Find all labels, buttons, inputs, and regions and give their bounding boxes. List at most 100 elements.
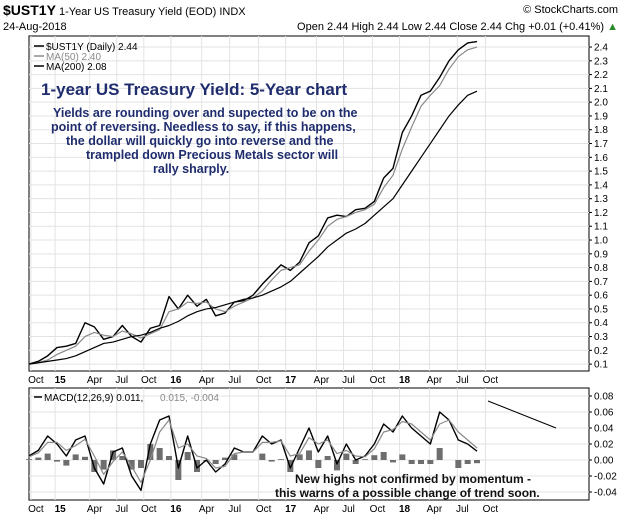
price-y-axis: 0.1 0.2 0.3 0.4 0.5 0.6 0.7 0.8 0.9 1.0 1.1 1.2 1.3 1…	[589, 43, 608, 371]
price-x-axis: Oct 15 Apr Jul Oct 16 Apr Jul Oct 17 Apr Jul Oct 18 Ap…	[28, 375, 498, 386]
histogram-bar	[44, 453, 51, 460]
histogram-bar	[268, 460, 275, 462]
price-ytick-label: 1.9	[594, 111, 608, 122]
price-xtick-label: Oct	[256, 375, 272, 386]
price-xtick-label: Jul	[115, 375, 128, 386]
price-ytick-label: 2.0	[594, 98, 608, 109]
macd-xtick-label: Oct	[256, 504, 272, 515]
price-ytick-label: 0.9	[594, 249, 608, 260]
histogram-bar	[380, 452, 387, 460]
histogram-bar	[72, 454, 79, 460]
histogram-bar	[82, 456, 88, 460]
price-ytick-label: 1.4	[594, 180, 608, 191]
macd-xtick-label: Oct	[141, 504, 157, 515]
histogram-bar	[63, 460, 70, 466]
histogram-bar	[138, 460, 144, 468]
histogram-bar	[306, 450, 312, 460]
price-ytick-label: 2.4	[594, 43, 608, 54]
histogram-bar	[371, 455, 378, 460]
price-ytick-label: 1.7	[594, 139, 608, 150]
price-ytick-label: 0.7	[594, 277, 608, 288]
macd-y-axis: -0.04 -0.02 0.00 0.02 0.04 0.06 0.08	[589, 392, 617, 499]
histogram-bar	[455, 460, 462, 468]
price-xtick-label: Jul	[228, 375, 241, 386]
macd-xtick-label: Jul	[228, 504, 241, 515]
macd-ytick-label: 0.00	[594, 456, 614, 467]
price-xtick-label: Apr	[87, 375, 103, 386]
macd-annotation-line-2: this warns of a possible change of trend…	[275, 486, 540, 500]
macd-xtick-label: 16	[170, 504, 182, 515]
macd-xtick-label: 17	[285, 504, 297, 515]
price-xtick-label: 17	[285, 375, 297, 386]
date-label: 24-Aug-2018	[3, 21, 67, 33]
macd-ytick-label: 0.08	[594, 392, 614, 403]
histogram-bar	[259, 453, 266, 460]
histogram-bar	[334, 460, 340, 471]
legend-macd-signal: 0.015, -0.004	[160, 393, 219, 404]
histogram-bar	[399, 454, 406, 460]
histogram-bar	[343, 453, 350, 460]
price-xtick-label: Oct	[28, 375, 44, 386]
annotation-line-4: trampled down Precious Metals sector wil…	[86, 148, 338, 162]
price-ytick-label: 1.2	[594, 208, 608, 219]
histogram-bar	[119, 456, 126, 460]
price-ytick-label: 0.6	[594, 291, 608, 302]
price-ytick-label: 0.8	[594, 263, 608, 274]
histogram-bar	[352, 460, 359, 464]
histogram-bar	[315, 460, 322, 468]
series-line-price	[28, 40, 478, 365]
macd-ytick-label: 0.02	[594, 440, 614, 451]
histogram-bar	[212, 460, 219, 464]
histogram-bar	[278, 459, 284, 460]
price-ytick-label: 1.5	[594, 167, 608, 178]
histogram-bar	[110, 450, 116, 460]
legend-ma200: MA(200) 2.08	[46, 62, 107, 73]
divergence-trendline	[487, 400, 557, 429]
price-ytick-label: 1.6	[594, 153, 608, 164]
histogram-bar	[418, 460, 424, 464]
macd-ytick-label: 0.04	[594, 424, 614, 435]
price-xtick-label: Jul	[456, 375, 469, 386]
chart-title: 1-year US Treasury Yield: 5-Year chart	[41, 80, 348, 99]
annotation-line-1: Yields are rounding over and supected to…	[53, 106, 357, 120]
histogram-bar	[128, 460, 135, 470]
macd-ytick-label: 0.06	[594, 408, 614, 419]
macd-ytick-label: -0.04	[594, 488, 617, 499]
histogram-bar	[324, 456, 331, 460]
macd-annotation-line-1: New highs not confirmed by momentum -	[295, 472, 531, 486]
histogram-bar	[156, 448, 163, 460]
macd-xtick-label: Oct	[28, 504, 44, 515]
price-xtick-label: Oct	[141, 375, 157, 386]
price-xtick-label: 15	[55, 375, 67, 386]
macd-xtick-label: Apr	[87, 504, 103, 515]
series-line-signal	[28, 419, 478, 483]
price-ytick-label: 2.3	[594, 56, 608, 67]
up-arrow-icon: ▲	[607, 21, 618, 33]
macd-xtick-label: Jul	[456, 504, 469, 515]
histogram-bar	[464, 460, 471, 464]
price-xtick-label: Jul	[342, 375, 355, 386]
macd-xtick-label: Apr	[314, 504, 330, 515]
macd-xtick-label: Jul	[115, 504, 128, 515]
histogram-bar	[408, 460, 415, 464]
price-panel-frame	[28, 35, 590, 372]
histogram-bar	[222, 457, 228, 460]
price-ytick-label: 0.5	[594, 304, 608, 315]
histogram-bar	[26, 459, 32, 460]
price-xtick-label: Oct	[483, 375, 499, 386]
legend-macd: MACD(12,26,9) 0.011,	[44, 393, 143, 404]
price-xtick-label: 16	[170, 375, 182, 386]
price-ytick-label: 2.1	[594, 84, 608, 95]
price-xtick-label: 18	[399, 375, 411, 386]
annotation-line-5: rally sharply.	[153, 162, 229, 176]
price-xtick-label: Apr	[314, 375, 330, 386]
price-ytick-label: 2.2	[594, 70, 608, 81]
price-ytick-label: 1.8	[594, 125, 608, 136]
histogram-bar	[175, 460, 182, 480]
price-series-group	[28, 40, 478, 365]
macd-xtick-label: Jul	[342, 504, 355, 515]
annotation-line-3: the dollar will quickly go into reverse …	[66, 134, 333, 148]
chart-header-line1: $UST1Y 1-Year US Treasury Yield (EOD) IN…	[3, 2, 246, 18]
copyright-label: © StockCharts.com	[523, 4, 618, 16]
macd-xtick-label: Oct	[483, 504, 499, 515]
